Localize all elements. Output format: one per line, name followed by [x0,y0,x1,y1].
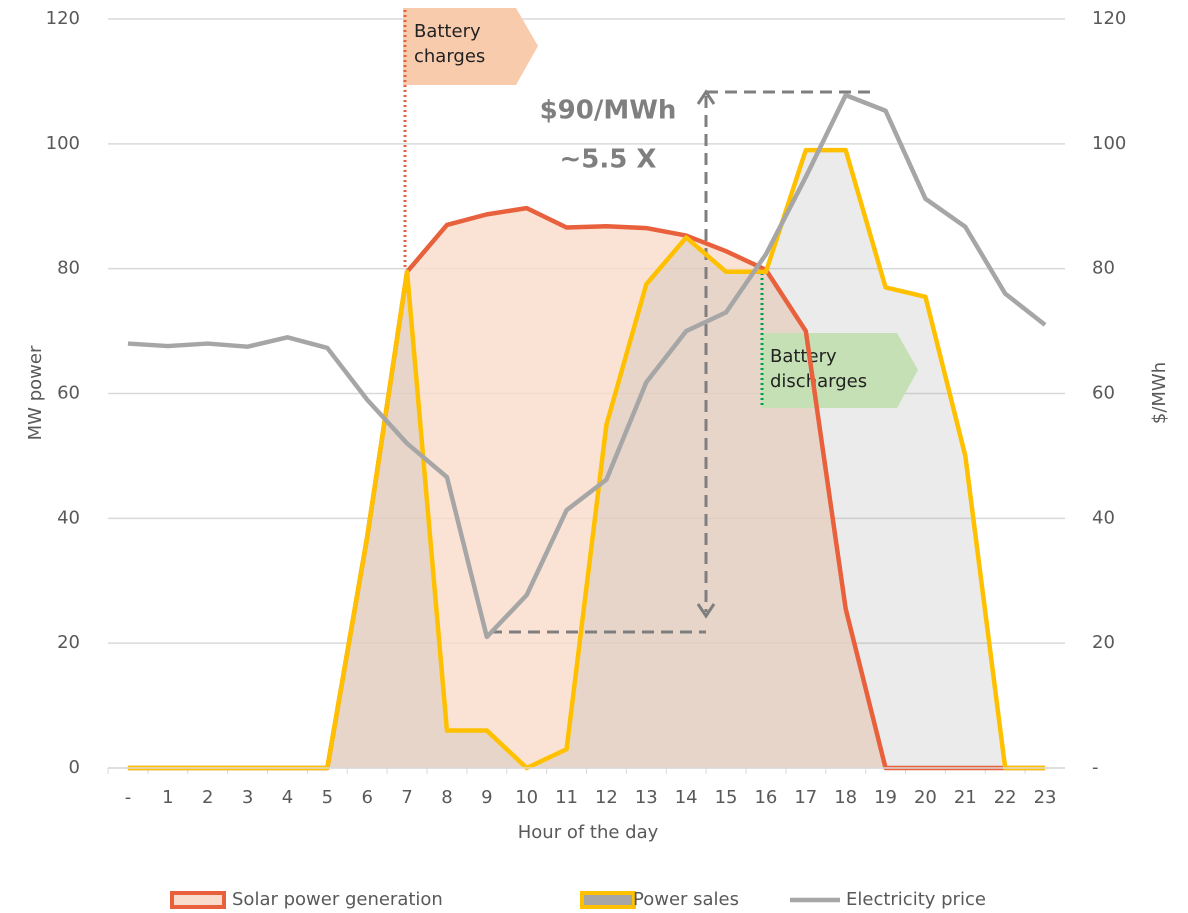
discharge-callout [762,333,918,408]
y-tick-label: 0 [69,757,80,778]
y2-tick-label: 40 [1092,507,1115,528]
y2-tick-label: 20 [1092,632,1115,653]
spread-arrows [490,90,875,634]
y-tick-label: 20 [57,632,80,653]
x-axis-title: Hour of the day [518,822,659,843]
y2-tick-label: 100 [1092,133,1126,154]
x-tick-label: 22 [994,787,1017,808]
annotation: ~5.5 X [560,145,657,175]
y2-axis-title: $/MWh [1149,362,1170,424]
y-tick-label: 100 [46,133,80,154]
y-axis-title: MW power [25,345,46,440]
x-tick-label: 7 [401,787,412,808]
x-tick-label: 4 [282,787,293,808]
x-tick-label: 20 [914,787,937,808]
x-tick-label: 14 [675,787,698,808]
area [127,208,1046,768]
x-tick-label: 17 [794,787,817,808]
x-tick-label: 18 [834,787,857,808]
legend-label: Power sales [633,889,739,910]
x-tick-label: 13 [635,787,658,808]
y-tick-label: 80 [57,258,80,279]
annotation: $90/MWh [540,96,677,126]
x-tick-label: 12 [595,787,618,808]
x-tick-label: 19 [874,787,897,808]
x-tick-label: 5 [322,787,333,808]
annotation-shapes [403,8,918,634]
x-tick-label: 11 [555,787,578,808]
x-tick-label: 23 [1034,787,1057,808]
x-tick-label: 3 [242,787,253,808]
charge-callout [403,8,538,85]
x-tick-label: 21 [954,787,977,808]
legend-marker [170,891,226,909]
legend-label: Electricity price [846,889,986,910]
legend-label: Solar power generation [232,889,443,910]
x-tick-label: 1 [162,787,173,808]
x-tick-label: 2 [202,787,213,808]
annotation: discharges [770,371,867,392]
x-tick-label: 8 [441,787,452,808]
annotation: Battery [414,21,481,42]
y2-tick-label: 120 [1092,8,1126,29]
y-tick-label: 120 [46,8,80,29]
x-tick-label: 6 [361,787,372,808]
area [127,150,1046,768]
x-tick-label: - [125,787,132,808]
x-tick-label: 9 [481,787,492,808]
legend-marker [580,891,636,909]
line [127,92,1047,640]
arrow-heads [696,89,716,619]
y-tick-label: 60 [57,383,80,404]
y2-tick-label: 60 [1092,383,1115,404]
x-tick-label: 15 [715,787,738,808]
x-tick-label: 16 [754,787,777,808]
annotation: Battery [770,346,837,367]
y2-tick-label: - [1092,757,1099,778]
y2-tick-label: 80 [1092,258,1115,279]
annotation: charges [414,46,485,67]
y-tick-label: 40 [57,507,80,528]
x-tick-label: 10 [515,787,538,808]
